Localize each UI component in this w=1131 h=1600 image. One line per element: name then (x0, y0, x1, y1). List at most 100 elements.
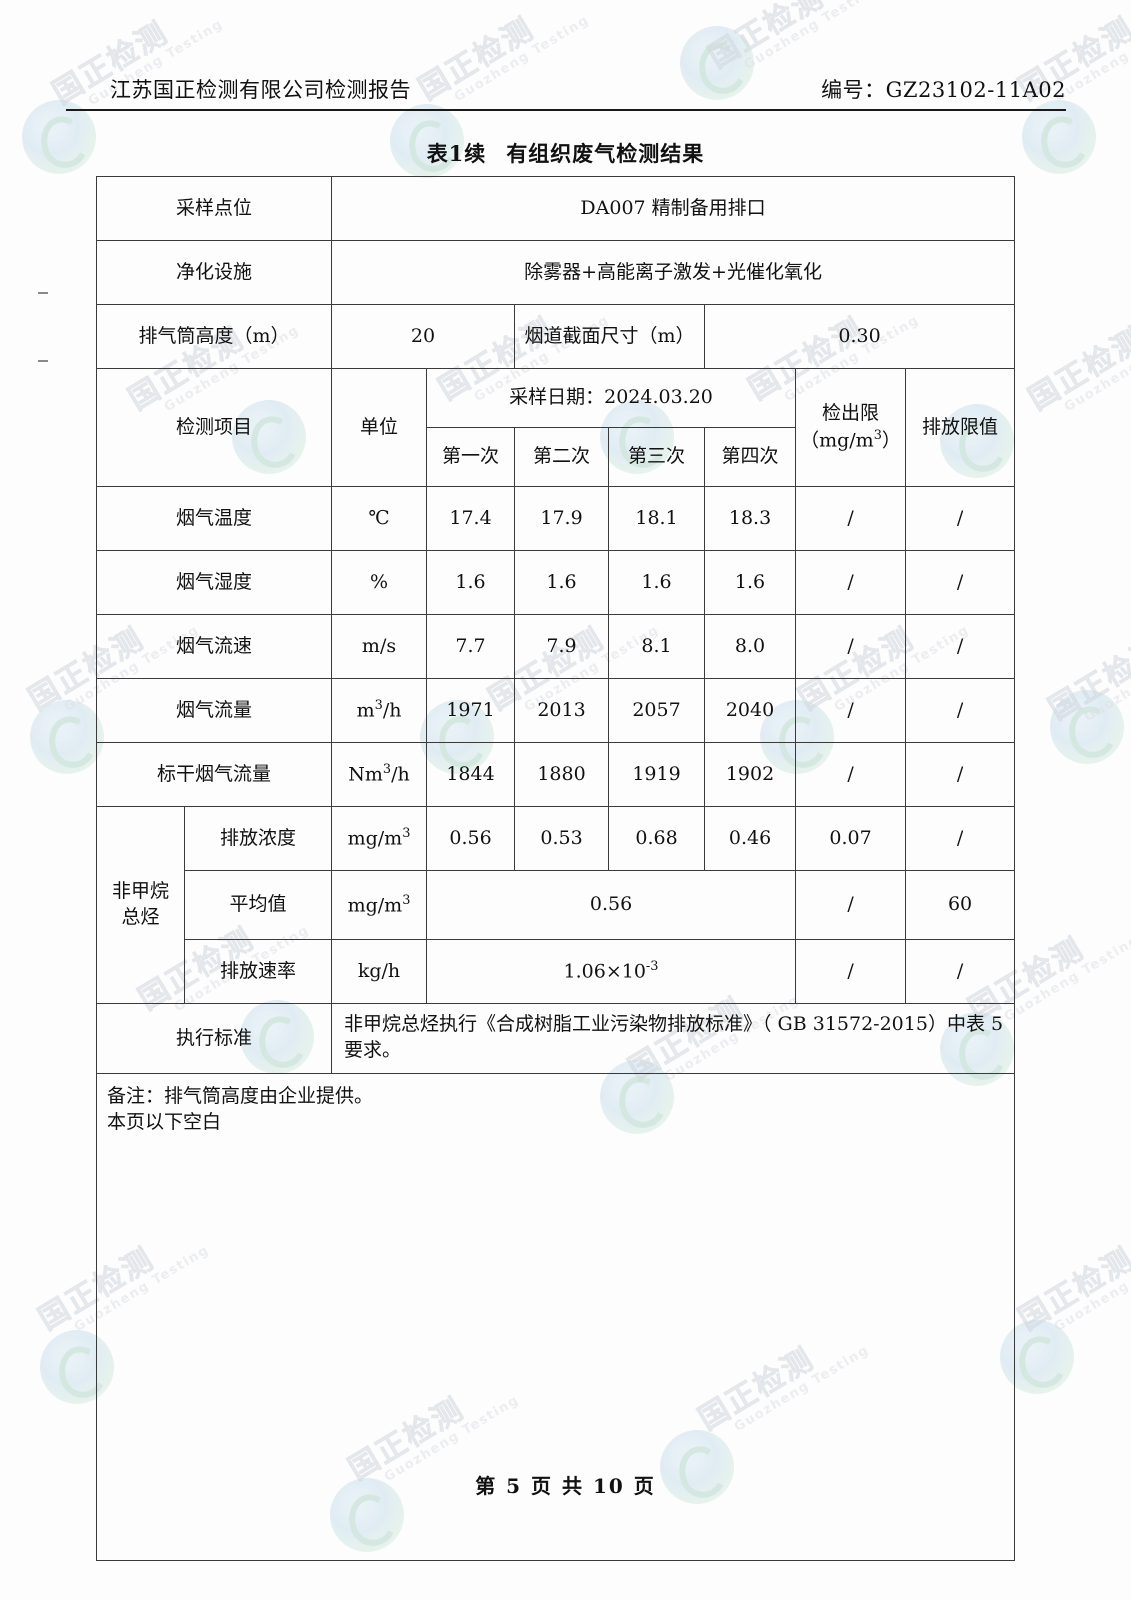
cell-detection-limit: / (795, 939, 907, 1004)
watermark-en: Guozheng Testing (1051, 1243, 1131, 1336)
cell-value-run3: 1919 (608, 742, 706, 807)
note-line-2: 本页以下空白 (107, 1110, 222, 1133)
document-header: 江苏国正检测有限公司检测报告 编号：GZ23102-11A02 (66, 74, 1066, 111)
header-sampling-date: 采样日期：2024.03.20 (426, 368, 797, 428)
cell-detection-limit: / (795, 550, 907, 615)
table-row-nmhc-rate: 排放速率 kg/h 1.06×10-3 / / (97, 939, 1016, 1004)
cell-detection-limit: / (795, 742, 907, 807)
label-stack-height: 排气筒高度（m） (95, 304, 333, 369)
value-purification-facility: 除雾器+高能离子激发+光催化氧化 (331, 240, 1016, 305)
watermark-logo (30, 700, 104, 774)
cell-value-run4: 18.3 (704, 486, 797, 551)
cell-emission-limit: / (905, 939, 1016, 1004)
table-row: 标干烟气流量 Nm3/h 1844 1880 1919 1902 / / (95, 742, 1016, 807)
cell-emission-limit: / (905, 678, 1016, 743)
note-line-1: 备注：排气筒高度由企业提供。 (107, 1085, 374, 1108)
cell-value-run4: 1902 (704, 742, 797, 807)
row-label-flue-gas-humidity: 烟气湿度 (95, 550, 333, 615)
cell-emission-limit: 60 (905, 870, 1016, 940)
table-row-purification-facility: 净化设施 除雾器+高能离子激发+光催化氧化 (95, 240, 1016, 305)
cell-value-run3: 18.1 (608, 486, 706, 551)
watermark-en: Guozheng Testing (1061, 323, 1131, 416)
cell-value-run4: 1.6 (704, 550, 797, 615)
value-sampling-point: DA007 精制备用排口 (331, 176, 1016, 241)
table-row-nmhc-average: 平均值 mg/m3 0.56 / 60 (97, 870, 1016, 940)
row-unit: m3/h (331, 678, 428, 743)
header-run-1: 第一次 (426, 427, 516, 487)
watermark-text: 国正检测 Guozheng Testing (1038, 598, 1131, 739)
row-unit: mg/m3 (331, 870, 428, 940)
header-emission-limit: 排放限值 (905, 368, 1016, 487)
footer-page-text: 第 5 页 共 10 页 (475, 1474, 656, 1498)
row-label-emission-concentration: 排放浓度 (183, 806, 333, 871)
watermark-en: Guozheng Testing (1081, 633, 1131, 726)
cell-value-run1: 1971 (426, 678, 516, 743)
cell-value-run3: 0.68 (608, 806, 706, 871)
row-unit: Nm3/h (331, 742, 428, 807)
notes-cell: 备注：排气筒高度由企业提供。 本页以下空白 (95, 1073, 1016, 1562)
table-row: 烟气温度 ℃ 17.4 17.9 18.1 18.3 / / (95, 486, 1016, 551)
cell-value-run4: 0.46 (704, 806, 797, 871)
scan-artifact-tick (38, 292, 48, 294)
cell-value-run2: 17.9 (514, 486, 610, 551)
row-unit: % (331, 550, 428, 615)
cell-value-run3: 1.6 (608, 550, 706, 615)
watermark-text: 国正检测 Guozheng Testing (1018, 288, 1131, 429)
cell-emission-limit: / (905, 614, 1016, 679)
cell-value-run2: 7.9 (514, 614, 610, 679)
cell-value-run4: 8.0 (704, 614, 797, 679)
cell-detection-limit: / (795, 678, 907, 743)
header-detection-limit-line1: 检出限 (822, 402, 880, 425)
row-label-flue-gas-velocity: 烟气流速 (95, 614, 333, 679)
value-duct-section: 0.30 (704, 304, 1016, 369)
watermark-cn: 国正检测 (702, 0, 831, 76)
header-divider (66, 109, 1066, 111)
row-label-emission-rate: 排放速率 (183, 939, 333, 1004)
page-title: 表1续 有组织废气检测结果 (0, 138, 1131, 168)
label-sampling-point: 采样点位 (95, 176, 333, 241)
cell-detection-limit: 0.07 (795, 806, 907, 871)
rate-base: 1.06×10 (563, 960, 646, 983)
cell-value-run1: 17.4 (426, 486, 516, 551)
header-run-2: 第二次 (514, 427, 610, 487)
cell-emission-limit: / (905, 806, 1016, 871)
table-row-sampling-point: 采样点位 DA007 精制备用排口 (95, 176, 1016, 241)
cell-emission-limit: / (905, 550, 1016, 615)
cell-average-value: 0.56 (426, 870, 797, 940)
row-unit: ℃ (331, 486, 428, 551)
header-run-3: 第三次 (608, 427, 706, 487)
table-label: 表1续 (426, 141, 487, 166)
cell-value-run2: 0.53 (514, 806, 610, 871)
cell-emission-limit: / (905, 486, 1016, 551)
emission-results-table: 采样点位 DA007 精制备用排口 净化设施 除雾器+高能离子激发+光催化氧化 … (95, 176, 1016, 1562)
row-label-average: 平均值 (183, 870, 333, 940)
cell-value-run1: 7.7 (426, 614, 516, 679)
cell-detection-limit: / (795, 870, 907, 940)
label-duct-section: 烟道截面尺寸（m） (514, 304, 706, 369)
cell-detection-limit: / (795, 486, 907, 551)
cell-value-run3: 2057 (608, 678, 706, 743)
table-row: 烟气流速 m/s 7.7 7.9 8.1 8.0 / / (95, 614, 1016, 679)
table-row: 烟气湿度 % 1.6 1.6 1.6 1.6 / / (95, 550, 1016, 615)
header-unit: 单位 (331, 368, 428, 487)
watermark-en: Guozheng Testing (1001, 932, 1131, 1026)
header-detection-limit: 检出限 （mg/m3） (795, 368, 907, 487)
header-run-4: 第四次 (704, 427, 797, 487)
table-row-standard: 执行标准 非甲烷总烃执行《合成树脂工业污染物排放标准》（ GB 31572-20… (95, 1002, 1016, 1075)
watermark-logo (1050, 690, 1124, 764)
rate-exponent: -3 (645, 959, 659, 975)
value-stack-height: 20 (331, 304, 516, 369)
row-label-standard-dry-flow: 标干烟气流量 (95, 742, 333, 807)
cell-value-run1: 1844 (426, 742, 516, 807)
watermark-text: 国正检测 Guozheng Testing (1008, 1208, 1131, 1349)
header-test-item: 检测项目 (95, 368, 333, 487)
row-unit: mg/m3 (331, 806, 428, 871)
cell-value-run2: 1880 (514, 742, 610, 807)
cell-value-run3: 8.1 (608, 614, 706, 679)
row-label-flue-gas-flow: 烟气流量 (95, 678, 333, 743)
cell-value-run1: 0.56 (426, 806, 516, 871)
row-unit: m/s (331, 614, 428, 679)
report-number: 编号：GZ23102-11A02 (821, 78, 1066, 102)
header-detection-limit-line2: （mg/m3） (800, 427, 901, 452)
